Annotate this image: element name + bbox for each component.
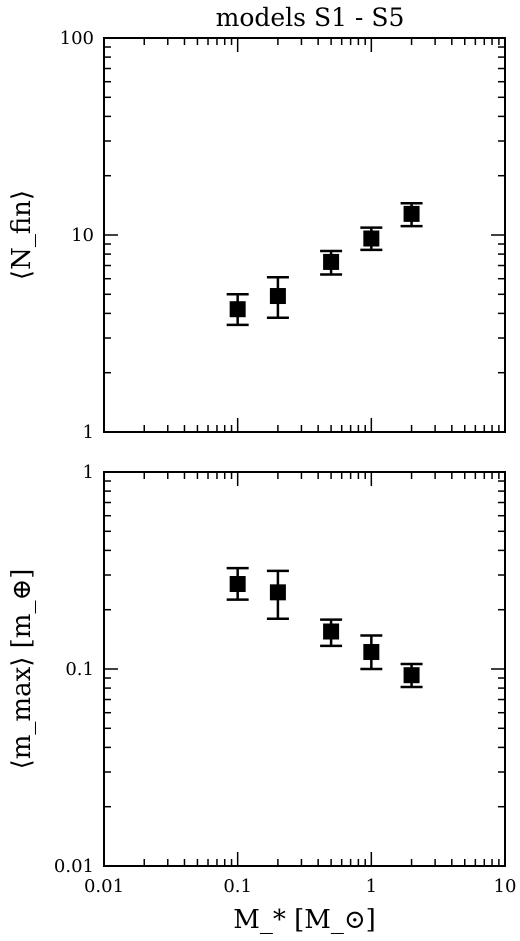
data-point [229,301,246,318]
y-tick-label: 1 [83,462,94,483]
data-point [269,584,286,601]
data-point [403,667,420,684]
panel-top-nfin: 1 10 100 ⟨N_fin⟩ [7,28,506,443]
x-tick-label: 10 [494,876,517,897]
y-tick-label: 0.1 [65,659,94,680]
y-tick-label: 1 [83,422,94,443]
data-point [363,230,380,247]
y-tick-label: 100 [60,28,94,49]
data-point [363,643,380,660]
data-point [323,253,340,270]
y-tick-label: 0.01 [54,856,94,877]
plot-frame [103,37,506,433]
x-tick-label: 0.1 [223,876,252,897]
y-tick-label: 10 [71,225,94,246]
x-tick-label: 0.01 [84,876,124,897]
data-point [323,623,340,640]
data-point [269,288,286,305]
x-tick-label: 1 [366,876,377,897]
figure-title: models S1 - S5 [216,3,405,32]
x-axis-label: M_* [M_⊙] [233,905,376,935]
y-axis-label: ⟨m_max⟩ [m_⊕] [7,569,37,770]
plot-frame [103,471,506,867]
y-axis-label: ⟨N_fin⟩ [7,190,37,280]
data-point [403,205,420,222]
panel-bottom-mmax: 0.01 0.1 1 0.01 0.1 1 10 ⟨m_max⟩ [m_⊕] M_* [M_⊙] [7,462,516,935]
data-point [229,576,246,593]
